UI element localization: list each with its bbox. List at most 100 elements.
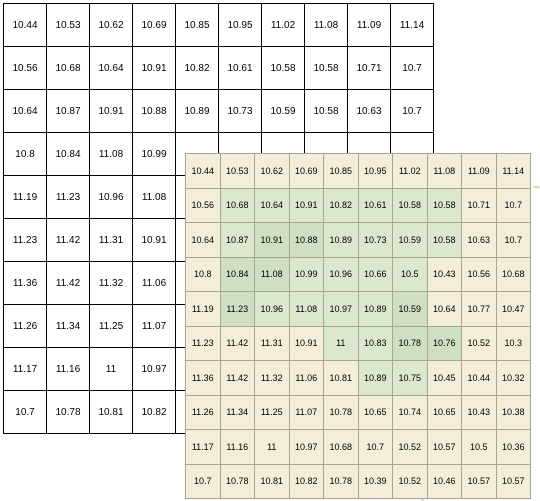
grid-cell: 10.61 [358,188,393,223]
grid-cell: 10.81 [324,361,359,396]
grid-cell: 11.08 [90,133,133,176]
grid-cell: 11.36 [186,361,221,396]
grid-cell: 11.26 [4,305,47,348]
grid-cell: 11.02 [393,154,428,189]
grid-cell: 11.17 [4,348,47,391]
grid-cell: 10.82 [324,188,359,223]
grid-cell: 10.69 [133,4,176,47]
grid-cell: 10.66 [358,257,393,292]
grid-cell: 10.58 [305,90,348,133]
grid-cell: 11.34 [47,305,90,348]
grid-cell: 11.02 [262,4,305,47]
grid-cell: 10.57 [462,464,497,499]
grid-cell: 10.91 [133,47,176,90]
grid-cell: 11.09 [462,154,497,189]
grid-cell: 11.23 [186,326,221,361]
grid-cell: 10.82 [133,391,176,434]
grid-cell: 10.99 [289,257,324,292]
grid-cell: 10.85 [324,154,359,189]
grid-cell: 10.64 [427,292,462,327]
grid-cell: 10.78 [393,326,428,361]
grid-cell: 10.58 [427,188,462,223]
grid-cell: 10.91 [289,188,324,223]
grid-cell: 10.97 [133,348,176,391]
grid-cell: 10.58 [427,223,462,258]
grid-cell: 10.97 [324,292,359,327]
grid-cell: 10.7 [496,223,531,258]
grid-cell: 10.78 [324,395,359,430]
grid-cell: 10.89 [324,223,359,258]
grid-cell: 10.64 [186,223,221,258]
grid-cell: 10.44 [4,4,47,47]
grid-cell: 11 [90,348,133,391]
grid-cell: 10.7 [496,188,531,223]
grid-cell: 10.82 [176,47,219,90]
grid-cell: 10.78 [47,391,90,434]
grid-cell: 10.59 [393,292,428,327]
grid-cell: 11.42 [47,219,90,262]
grid-cell: 10.62 [90,4,133,47]
grid-cell: 10.78 [220,464,255,499]
grid-cell: 10.65 [427,395,462,430]
grid-cell: 10.96 [324,257,359,292]
grid-cell: 10.63 [348,90,391,133]
grid-cell: 10.63 [462,223,497,258]
grid-cell: 10.82 [289,464,324,499]
grid-cell: 11.31 [255,326,290,361]
grid-cell: 10.56 [4,47,47,90]
grid-cell: 10.3 [496,326,531,361]
grid-cell: 11.25 [90,305,133,348]
grid-cell: 10.71 [462,188,497,223]
grid-cell: 10.71 [348,47,391,90]
grid-cell: 10.89 [176,90,219,133]
grid-cell: 11.31 [90,219,133,262]
map-grid: 10.4410.5310.6210.6910.8510.9511.0211.08… [185,153,531,499]
grid-cell: 10.56 [186,188,221,223]
grid-cell: 10.77 [462,292,497,327]
grid-cell: 11.19 [186,292,221,327]
grid-cell: 10.43 [427,257,462,292]
grid-cell: 10.52 [393,464,428,499]
grid-cell: 10.36 [496,430,531,465]
grid-cell: 11.14 [496,154,531,189]
grid-cell: 10.84 [47,133,90,176]
grid-cell: 10.45 [427,361,462,396]
grid-cell: 11.08 [255,257,290,292]
grid-cell: 10.53 [220,154,255,189]
grid-cell: 11.26 [186,395,221,430]
grid-cell: 10.7 [4,391,47,434]
grid-cell: 10.88 [289,223,324,258]
grid-cell: 10.56 [462,257,497,292]
grid-cell: 11.19 [4,176,47,219]
grid-cell: 10.88 [133,90,176,133]
grid-cell: 10.7 [358,430,393,465]
grid-cell: 10.52 [462,326,497,361]
grid-cell: 11.34 [220,395,255,430]
grid-cell: 11.06 [133,262,176,305]
grid-cell: 10.32 [496,361,531,396]
grid-cell: 10.69 [289,154,324,189]
grid-cell: 10.58 [393,188,428,223]
grid-cell: 10.74 [393,395,428,430]
grid-cell: 11.17 [186,430,221,465]
grid-cell: 11.09 [348,4,391,47]
grid-cell: 10.62 [255,154,290,189]
canvas: 10.4410.5310.6210.6910.8510.9511.0211.08… [0,0,540,501]
grid-cell: 10.7 [186,464,221,499]
grid-cell: 10.84 [220,257,255,292]
grid-cell: 10.75 [393,361,428,396]
grid-cell: 11.23 [4,219,47,262]
grid-cell: 10.81 [90,391,133,434]
grid-cell: 10.5 [462,430,497,465]
grid-cell: 10.97 [289,430,324,465]
grid-cell: 11.25 [255,395,290,430]
grid-cell: 11.16 [47,348,90,391]
grid-cell: 10.64 [90,47,133,90]
grid-cell: 10.57 [427,430,462,465]
grid-cell: 10.91 [289,326,324,361]
grid-cell: 10.91 [133,219,176,262]
grid-cell: 10.99 [133,133,176,176]
grid-cell: 11.23 [47,176,90,219]
grid-cell: 11.42 [220,361,255,396]
grid-cell: 10.58 [262,47,305,90]
